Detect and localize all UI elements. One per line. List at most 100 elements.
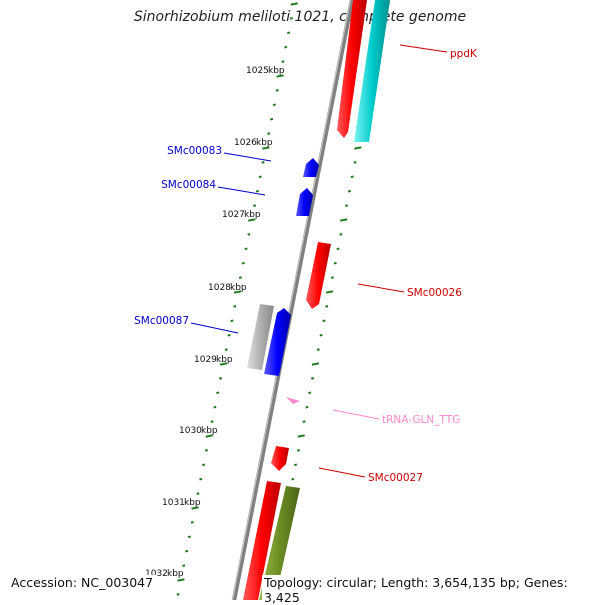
- gene-olive-lower[interactable]: [259, 486, 300, 600]
- left-major-tick: [290, 2, 298, 6]
- gene-smc00083[interactable]: [303, 158, 319, 177]
- left-minor-tick: [281, 60, 285, 63]
- left-minor-tick: [204, 449, 208, 452]
- tick-label-1026: 1026: [234, 138, 257, 148]
- right-minor-tick: [333, 261, 337, 265]
- leader-trna: [332, 409, 380, 420]
- label-smc00026[interactable]: SMc00026: [407, 287, 462, 299]
- left-minor-tick: [267, 132, 271, 135]
- left-major-tick: [248, 218, 256, 222]
- tick-label-1027: 1027: [222, 210, 245, 220]
- label-leaders: [190, 44, 448, 478]
- left-minor-tick: [258, 175, 262, 179]
- right-minor-tick: [296, 449, 300, 452]
- right-minor-tick: [325, 305, 329, 308]
- tick-label-1025-unit: kbp: [268, 66, 285, 76]
- tick-label-1026-unit: kbp: [256, 138, 273, 148]
- label-ppdk[interactable]: ppdK: [450, 48, 478, 60]
- gene-gray-feature[interactable]: [247, 304, 274, 370]
- length-value: 3,654,135 bp;: [432, 575, 520, 590]
- right-major-tick: [340, 218, 348, 222]
- gene-smc00026[interactable]: [306, 242, 331, 309]
- left-minor-tick: [238, 276, 242, 279]
- left-minor-tick: [287, 31, 291, 35]
- right-major-tick: [354, 146, 362, 150]
- genes-label: Genes:: [523, 575, 568, 590]
- label-trna-gln-ttg[interactable]: tRNA-GLN_TTG: [382, 414, 460, 426]
- accession-value: NC_003047: [81, 575, 154, 590]
- right-minor-tick: [322, 319, 326, 323]
- left-minor-tick: [275, 89, 279, 92]
- gene-ppdk[interactable]: [337, 0, 367, 138]
- right-minor-tick: [353, 161, 357, 164]
- tick-label-1025: 1025: [246, 66, 269, 76]
- gene-features: [243, 0, 390, 600]
- left-minor-tick: [176, 593, 180, 596]
- genes-value: 3,425: [264, 590, 300, 605]
- gene-smc00087[interactable]: [264, 308, 291, 376]
- left-minor-tick: [202, 463, 206, 467]
- left-minor-tick: [216, 391, 220, 395]
- label-smc00083[interactable]: SMc00083: [167, 145, 222, 157]
- left-minor-tick: [185, 549, 189, 553]
- trna-gln-ttg[interactable]: [286, 397, 300, 404]
- right-minor-tick: [294, 463, 298, 467]
- gene-red-lower[interactable]: [243, 481, 281, 600]
- left-minor-tick: [284, 45, 288, 49]
- genome-backbone: [231, 0, 355, 600]
- gene-smc00084[interactable]: [296, 188, 313, 216]
- right-minor-tick: [302, 420, 306, 423]
- label-smc00084[interactable]: SMc00084: [161, 179, 216, 191]
- genome-backbone-highlight: [232, 0, 351, 600]
- left-minor-tick: [270, 117, 274, 121]
- leader-smc00087: [190, 322, 239, 334]
- left-minor-tick: [190, 521, 194, 524]
- left-minor-tick: [272, 103, 276, 107]
- topology-value: circular;: [326, 575, 377, 590]
- tick-track-left: [176, 2, 298, 596]
- left-major-tick: [191, 506, 199, 510]
- left-minor-tick: [210, 420, 214, 423]
- left-minor-tick: [261, 161, 265, 164]
- left-minor-tick: [253, 204, 257, 207]
- right-minor-tick: [339, 233, 343, 236]
- left-minor-tick: [187, 535, 191, 539]
- right-minor-tick: [305, 405, 309, 409]
- tick-labels: 1025 kbp 1026 kbp 1027 kbp 1028 kbp 1029…: [145, 66, 285, 579]
- left-minor-tick: [219, 377, 223, 380]
- left-major-tick: [233, 290, 242, 294]
- genome-summary: Topology: circular; Length: 3,654,135 bp…: [262, 575, 600, 605]
- right-major-tick: [311, 362, 320, 366]
- right-minor-tick: [330, 276, 334, 279]
- length-label: Length:: [380, 575, 429, 590]
- leader-smc00027: [318, 467, 366, 478]
- left-minor-tick: [230, 319, 234, 323]
- left-minor-tick: [199, 477, 203, 481]
- tick-label-1032: 1032: [145, 569, 168, 579]
- tick-label-1028: 1028: [208, 283, 231, 293]
- label-smc00087[interactable]: SMc00087: [134, 315, 189, 327]
- right-minor-tick: [291, 477, 295, 481]
- left-minor-tick: [244, 247, 248, 251]
- left-major-tick: [276, 74, 284, 78]
- right-major-tick: [297, 434, 305, 438]
- gene-smc00027[interactable]: [271, 446, 289, 471]
- left-minor-tick: [213, 405, 217, 409]
- leader-smc00083: [223, 152, 272, 162]
- left-major-tick: [177, 578, 185, 582]
- left-major-tick: [205, 434, 213, 438]
- accession-info: Accession: NC_003047: [9, 575, 156, 590]
- leader-ppdk: [399, 44, 448, 53]
- leader-smc00026: [357, 283, 405, 293]
- gene-cyan-feature[interactable]: [354, 0, 390, 142]
- left-minor-tick: [255, 189, 259, 193]
- right-minor-tick: [336, 247, 340, 251]
- tick-label-1031: 1031: [162, 498, 185, 508]
- right-minor-tick: [311, 377, 315, 380]
- topology-label: Topology:: [264, 575, 323, 590]
- right-minor-tick: [350, 175, 354, 179]
- tick-label-1029-unit: kbp: [216, 355, 233, 365]
- label-smc00027[interactable]: SMc00027: [368, 472, 423, 484]
- right-minor-tick: [316, 348, 320, 351]
